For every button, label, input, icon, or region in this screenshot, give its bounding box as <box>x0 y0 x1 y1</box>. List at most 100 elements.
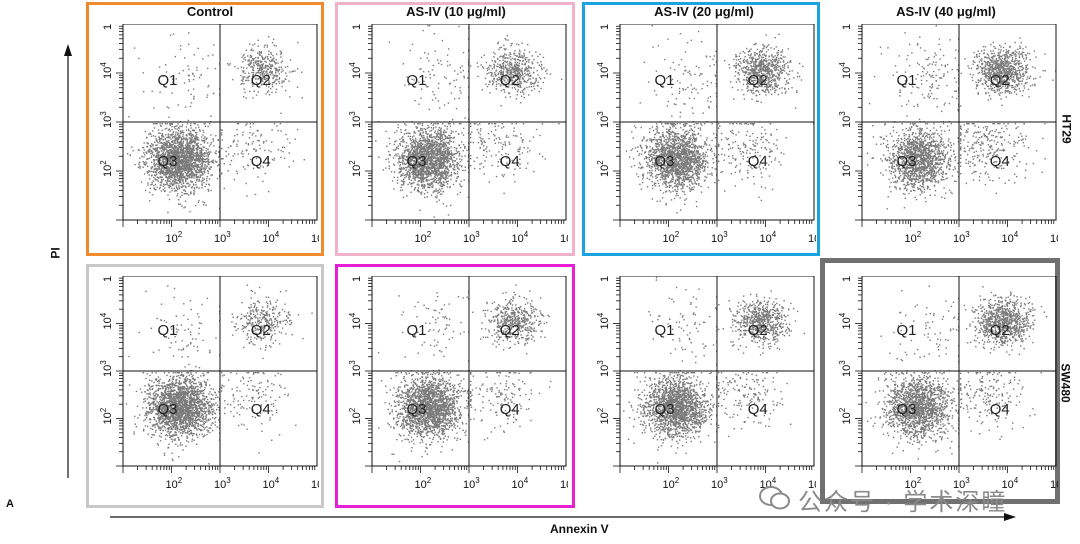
scatter-point <box>492 81 495 83</box>
scatter-point <box>429 144 431 147</box>
scatter-point <box>187 89 190 92</box>
scatter-point <box>190 140 193 142</box>
scatter-point <box>212 54 214 56</box>
scatter-point <box>161 163 163 166</box>
scatter-point <box>413 141 416 144</box>
scatter-point <box>187 167 189 170</box>
scatter-point <box>422 139 425 141</box>
scatter-point <box>221 129 223 131</box>
scatter-point <box>423 147 425 150</box>
scatter-point <box>192 183 195 185</box>
scatter-point <box>403 133 406 135</box>
scatter-point <box>439 157 441 159</box>
scatter-point <box>429 164 431 166</box>
scatter-point <box>502 67 504 70</box>
scatter-point <box>163 168 165 170</box>
scatter-point <box>430 164 432 166</box>
scatter-point <box>455 150 458 152</box>
scatter-point <box>407 161 410 163</box>
scatter-point <box>184 150 186 152</box>
scatter-point <box>442 150 444 152</box>
scatter-point <box>395 140 397 142</box>
scatter-point <box>442 141 444 144</box>
scatter-point <box>186 165 188 168</box>
scatter-point <box>196 171 198 174</box>
scatter-point <box>464 145 466 148</box>
scatter-point <box>270 56 272 58</box>
scatter-point <box>266 71 268 73</box>
scatter-point <box>441 163 443 165</box>
scatter-point <box>535 80 537 82</box>
scatter-point <box>296 86 299 88</box>
scatter-point <box>438 164 440 167</box>
scatter-point <box>435 141 437 143</box>
scatter-point <box>190 151 192 153</box>
scatter-point <box>418 161 421 163</box>
scatter-point <box>169 177 171 179</box>
scatter-point <box>441 136 444 138</box>
scatter-point <box>264 172 266 175</box>
scatter-point <box>193 98 195 100</box>
scatter-point <box>183 189 186 191</box>
scatter-point <box>188 149 190 151</box>
scatter-point <box>176 137 178 139</box>
scatter-point <box>446 125 448 128</box>
scatter-point <box>401 174 403 176</box>
scatter-point <box>199 163 201 166</box>
scatter-point <box>170 159 172 161</box>
scatter-point <box>182 150 184 153</box>
scatter-point <box>169 163 172 165</box>
scatter-point <box>208 178 211 180</box>
scatter-point <box>257 78 259 80</box>
scatter-point <box>519 54 521 56</box>
scatter-point <box>207 188 210 191</box>
scatter-point <box>149 144 151 147</box>
scatter-point <box>257 65 259 67</box>
scatter-point <box>191 134 193 136</box>
scatter-point <box>184 200 187 202</box>
scatter-point <box>541 67 543 69</box>
scatter-point <box>269 67 272 69</box>
scatter-point <box>435 181 438 184</box>
scatter-point <box>403 167 405 170</box>
scatter-point <box>170 156 172 159</box>
scatter-point <box>419 149 421 151</box>
scatter-point <box>528 86 530 88</box>
scatter-point <box>205 167 208 169</box>
scatter-point <box>258 51 261 53</box>
scatter-point <box>434 140 436 142</box>
scatter-point <box>280 156 282 159</box>
scatter-point <box>527 59 530 61</box>
scatter-point <box>400 129 402 131</box>
scatter-point <box>509 63 511 65</box>
scatter-point <box>437 174 439 176</box>
scatter-point <box>186 182 188 185</box>
scatter-point <box>187 138 189 140</box>
scatter-point <box>431 161 433 163</box>
scatter-point <box>433 136 436 138</box>
scatter-point <box>178 155 180 157</box>
scatter-point <box>164 187 166 189</box>
scatter-point <box>535 77 537 80</box>
scatter-point <box>414 170 416 172</box>
scatter-point <box>180 172 182 174</box>
scatter-point <box>194 142 197 144</box>
scatter-point <box>288 166 290 168</box>
scatter-point <box>199 168 201 170</box>
scatter-point <box>203 155 205 158</box>
scatter-point <box>441 175 443 177</box>
scatter-point <box>445 171 447 173</box>
scatter-point <box>197 175 200 178</box>
scatter-point <box>492 51 495 54</box>
scatter-point <box>424 157 427 159</box>
scatter-point <box>253 58 255 60</box>
scatter-point <box>439 193 442 196</box>
scatter-point <box>437 179 439 181</box>
scatter-point <box>252 44 254 46</box>
scatter-point <box>221 158 223 160</box>
scatter-point <box>508 74 511 76</box>
scatter-point <box>442 151 445 153</box>
scatter-point <box>150 170 153 173</box>
scatter-point <box>164 172 166 174</box>
scatter-point <box>436 171 438 173</box>
